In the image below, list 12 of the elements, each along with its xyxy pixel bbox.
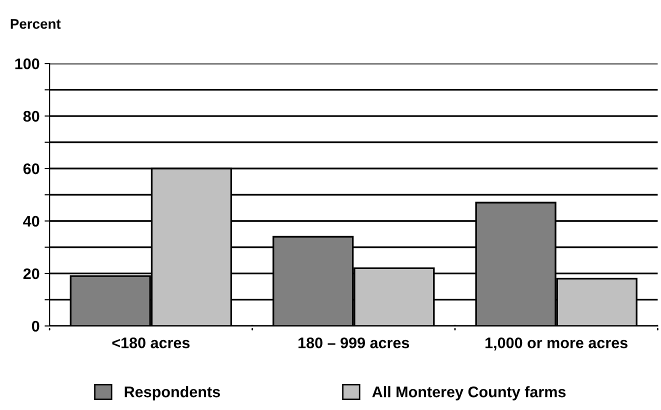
y-tick-label: 60 xyxy=(23,163,40,174)
y-tick-label: 100 xyxy=(15,58,40,70)
x-tick-label: <180 acres xyxy=(112,337,190,348)
legend-label: Respondents xyxy=(124,386,220,400)
y-tick-label: 20 xyxy=(23,268,40,280)
x-tick-label: 180 – 999 acres xyxy=(298,337,410,348)
y-tick-label: 40 xyxy=(23,216,40,227)
legend-label: All Monterey County farms xyxy=(372,386,566,400)
x-tick-label: 1,000 or more acres xyxy=(486,337,628,350)
y-tick-label: 80 xyxy=(23,110,40,122)
y-axis-title: Percent xyxy=(10,19,61,29)
y-tick-label: 0 xyxy=(32,320,40,332)
